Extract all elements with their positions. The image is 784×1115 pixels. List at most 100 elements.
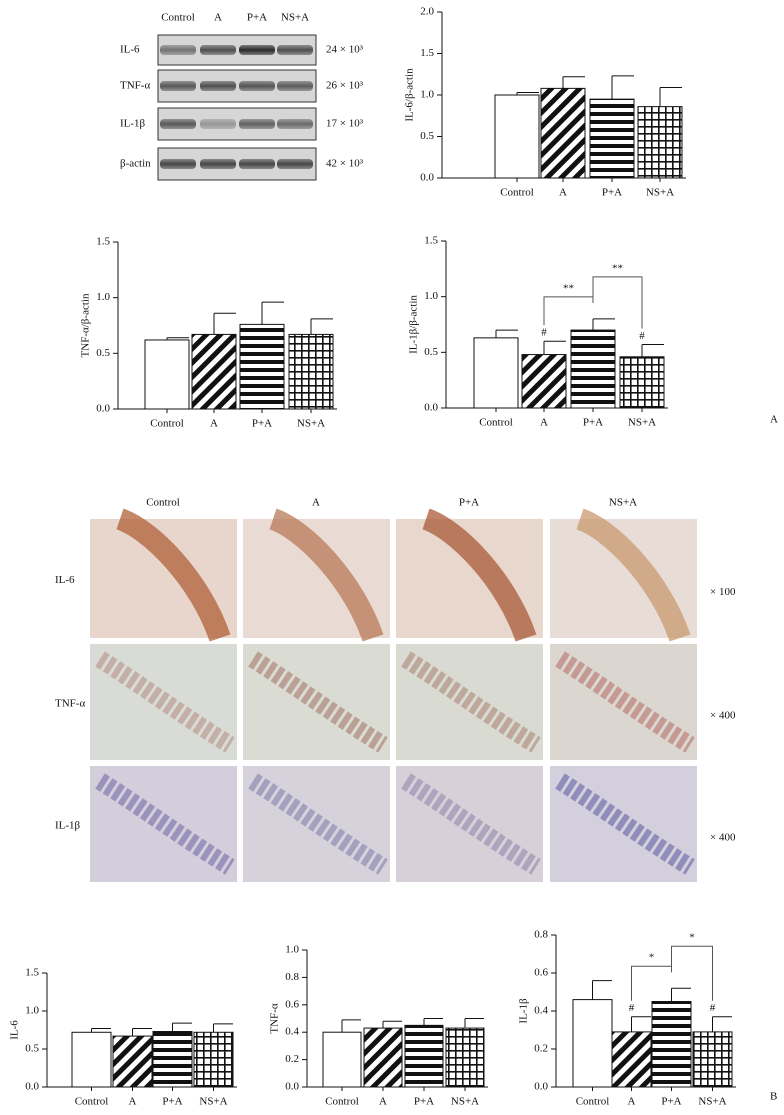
y-tick-label: 1.0 [424, 290, 438, 302]
error-bar [641, 344, 664, 357]
error-bar [91, 1027, 111, 1033]
error-bar [382, 1020, 402, 1029]
y-tick-label: 0.2 [285, 1053, 299, 1065]
y-tick-label: 2.0 [420, 6, 434, 18]
blot-column-label: A [214, 12, 222, 24]
x-tick-label: A [129, 1096, 137, 1108]
y-tick-label: 0.2 [534, 1043, 548, 1055]
bar [144, 339, 190, 410]
error-bar [712, 1016, 732, 1032]
y-tick-label: 0.6 [534, 967, 548, 979]
blot-band [160, 45, 196, 55]
significance-bracket [592, 276, 643, 329]
panel-label: A [770, 414, 778, 426]
bar [572, 999, 613, 1088]
blot-band [277, 159, 313, 169]
blot-column-label: P+A [247, 12, 267, 24]
cell-layer [248, 773, 388, 875]
y-tick-label: 0.4 [285, 1026, 299, 1038]
error-bar [592, 980, 612, 1000]
blot-band [277, 81, 313, 91]
error-bar [631, 1016, 651, 1032]
annotation: # [710, 1002, 716, 1014]
significance-label: * [689, 932, 695, 944]
y-tick-label: 0.0 [25, 1081, 39, 1093]
x-tick-label: A [210, 418, 218, 430]
ihc-column-label: A [312, 497, 320, 509]
blot-band [239, 45, 275, 55]
blot-band [200, 81, 236, 91]
cell-layer [95, 773, 235, 875]
blot-band [200, 119, 236, 129]
error-bar [423, 1018, 443, 1026]
significance-label: ** [612, 262, 623, 274]
panel-label: B [770, 1091, 777, 1103]
y-tick-label: 0.0 [285, 1081, 299, 1093]
blot-band [239, 119, 275, 129]
cell-layer [555, 773, 695, 875]
blot-column-label: Control [161, 12, 195, 24]
error-bar [310, 318, 333, 335]
blot-row-label: IL-1β [120, 118, 146, 130]
bar [152, 1031, 193, 1088]
bar [445, 1027, 485, 1088]
bar [363, 1027, 403, 1088]
x-tick-label: P+A [162, 1096, 182, 1108]
y-axis-title: TNF-α/β-actin [80, 293, 92, 357]
y-tick-label: 1.0 [285, 944, 299, 956]
error-bar [562, 76, 585, 89]
significance-label: ** [563, 282, 574, 294]
blot-band [239, 81, 275, 91]
y-tick-label: 0.0 [420, 172, 434, 184]
x-tick-label: Control [500, 187, 534, 199]
bar [589, 98, 635, 179]
ihc-row-label: IL-1β [55, 820, 81, 832]
annotation: # [639, 330, 645, 342]
x-tick-label: Control [325, 1096, 359, 1108]
bar [521, 354, 567, 409]
y-tick-label: 1.5 [420, 47, 434, 59]
error-bar [464, 1018, 484, 1029]
error-bar [166, 337, 189, 340]
blot-column-label: NS+A [281, 12, 309, 24]
bar [112, 1035, 153, 1088]
y-tick-label: 0.6 [285, 998, 299, 1010]
blot-band [200, 45, 236, 55]
blot-band [277, 45, 313, 55]
bar [637, 106, 683, 179]
cell-layer [95, 651, 235, 753]
y-tick-label: 0.0 [96, 403, 110, 415]
error-bar [213, 1023, 233, 1033]
error-bar [592, 318, 615, 331]
y-tick-label: 1.5 [96, 236, 110, 248]
ihc-column-label: Control [146, 497, 180, 509]
x-tick-label: A [628, 1096, 636, 1108]
ihc-column-label: NS+A [609, 497, 637, 509]
stained-layer [115, 508, 231, 642]
annotation: # [541, 327, 547, 339]
error-bar [671, 987, 691, 1002]
cell-layer [248, 651, 388, 753]
cell-layer [401, 773, 541, 875]
bar [193, 1031, 234, 1088]
bar [191, 333, 237, 410]
ihc-row-label: IL-6 [55, 574, 75, 586]
blot-band [160, 81, 196, 91]
y-axis-title: TNF-α [269, 1003, 281, 1033]
error-bar [341, 1019, 361, 1033]
magnification-label: × 400 [710, 832, 736, 844]
y-tick-label: 0.4 [534, 1005, 548, 1017]
bar [540, 87, 586, 179]
blot-row-label: IL-6 [120, 44, 140, 56]
y-tick-label: 0.5 [420, 130, 434, 142]
error-bar [516, 92, 539, 95]
blot-mw-label: 26 × 10³ [326, 80, 364, 92]
blot-band [239, 159, 275, 169]
significance-bracket [543, 296, 594, 326]
y-tick-label: 0.8 [534, 929, 548, 941]
x-tick-label: A [559, 187, 567, 199]
bar [71, 1031, 112, 1088]
error-bar [543, 340, 566, 355]
blot-band [277, 119, 313, 129]
cell-layer [555, 651, 695, 753]
